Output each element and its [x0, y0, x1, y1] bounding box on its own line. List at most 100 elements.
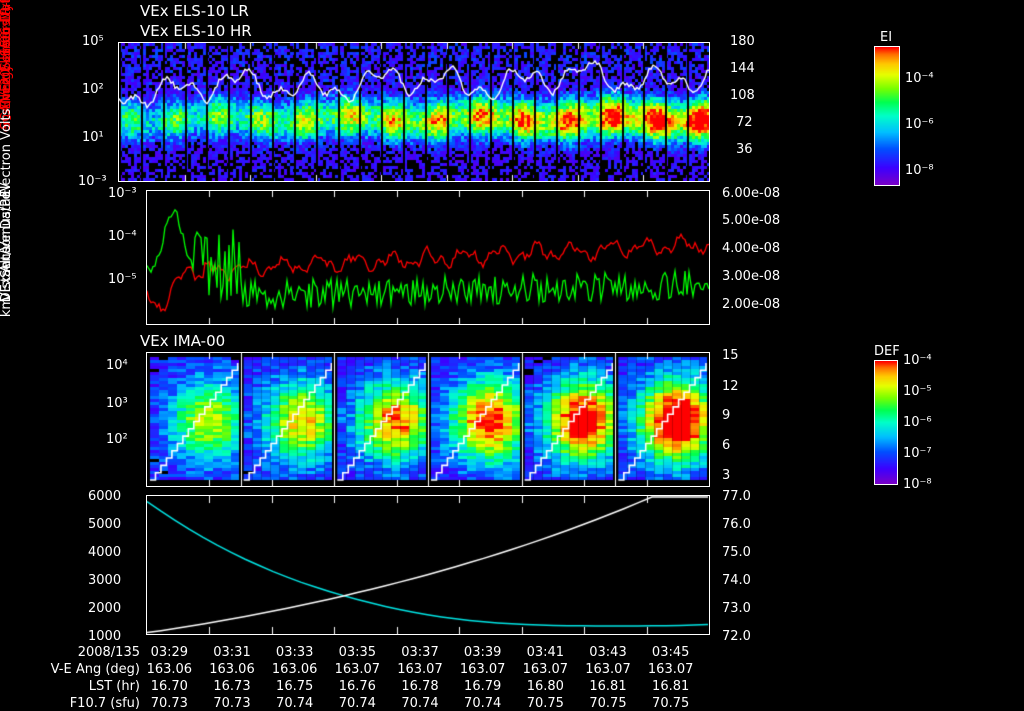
panel4-ytick-3: 3000 — [88, 573, 122, 588]
bottom-row-label-2: F10.7 (sfu) — [69, 696, 140, 711]
bottom-row-1-value-8: 16.81 — [652, 679, 690, 694]
panel4-y2tick-5: 72.0 — [722, 629, 751, 644]
bottom-row-1-value-7: 16.81 — [589, 679, 627, 694]
ima-spectrogram-canvas — [147, 353, 709, 486]
time-axis-tick-6: 03:41 — [526, 645, 565, 660]
panel1-title-lr: VEx ELS-10 LR — [140, 2, 249, 20]
time-axis-tick-5: 03:39 — [463, 645, 502, 660]
panel1-ytick-0: 10⁵ — [82, 34, 104, 49]
bottom-row-1-value-0: 16.70 — [150, 679, 188, 694]
panel3-cbtick-1: 10⁻⁵ — [903, 384, 932, 399]
panel4-y2tick-0: 77.0 — [722, 489, 751, 504]
bottom-row-0-value-1: 163.06 — [209, 662, 255, 677]
panel1-title-hr: VEx ELS-10 HR — [140, 22, 252, 40]
panel1-colorbar-gradient — [875, 47, 899, 185]
panel3-y2tick-4: 3 — [722, 468, 731, 483]
panel-els-spectrogram — [118, 42, 710, 182]
bottom-row-0-value-2: 163.06 — [271, 662, 318, 677]
els-spectrogram-canvas — [119, 43, 709, 181]
time-axis-tick-4: 03:37 — [401, 645, 439, 660]
panel4-left-title-3: km — [0, 296, 14, 318]
panel3-cbtick-0: 10⁻⁴ — [903, 353, 932, 368]
panel3-y2tick-0: 15 — [722, 348, 739, 363]
time-axis-tick-7: 03:43 — [589, 645, 627, 660]
panel-energy-intensity-bfield — [146, 190, 710, 325]
bottom-row-2-value-6: 70.75 — [526, 696, 564, 711]
panel2-y2tick-3: 3.00e-08 — [722, 269, 781, 284]
panel3-title: VEx IMA-00 — [140, 332, 226, 350]
panel4-y2tick-4: 73.0 — [722, 601, 751, 616]
panel4-y2tick-1: 76.0 — [722, 517, 751, 532]
bottom-row-0-value-4: 163.07 — [397, 662, 443, 677]
panel2-ytick-1: 10⁻⁴ — [108, 229, 137, 244]
panel3-cbtick-4: 10⁻⁸ — [903, 477, 932, 492]
panel3-ytick-1: 10³ — [106, 396, 128, 411]
bottom-row-2-value-1: 70.73 — [213, 696, 251, 711]
panel3-cbtick-2: 10⁻⁶ — [903, 415, 932, 430]
bottom-row-2-value-2: 70.74 — [276, 696, 314, 711]
panel1-y2tick-3: 72 — [736, 115, 753, 130]
bottom-row-0-value-3: 163.07 — [334, 662, 381, 677]
bottom-row-1-value-3: 16.76 — [338, 679, 376, 694]
bottom-row-2-value-5: 70.74 — [464, 696, 502, 711]
bottom-row-2-value-8: 70.75 — [652, 696, 690, 711]
bottom-row-2-value-0: 70.73 — [150, 696, 188, 711]
time-axis-tick-1: 03:31 — [213, 645, 251, 660]
panel4-ytick-2: 4000 — [88, 545, 122, 560]
panel3-ytick-2: 10² — [106, 432, 128, 447]
panel2-y2tick-0: 6.00e-08 — [722, 186, 781, 201]
panel2-y2tick-2: 4.00e-08 — [722, 241, 781, 256]
panel1-colorbar — [874, 46, 900, 186]
bottom-row-2-value-3: 70.74 — [338, 696, 376, 711]
bottom-row-1-value-2: 16.75 — [276, 679, 314, 694]
time-axis-date-label: 2008/135 — [77, 645, 140, 660]
panel4-y2tick-3: 74.0 — [722, 573, 751, 588]
panel4-ytick-5: 1000 — [88, 629, 122, 644]
bottom-row-0-value-7: 163.07 — [585, 662, 631, 677]
bottom-row-1-value-1: 16.73 — [213, 679, 251, 694]
panel4-ytick-0: 6000 — [88, 489, 122, 504]
panel3-ytick-0: 10⁴ — [106, 358, 128, 373]
altitude-sza-canvas — [147, 496, 709, 634]
panel3-y2tick-3: 6 — [722, 438, 731, 453]
bottom-row-0-value-0: 163.06 — [146, 662, 193, 677]
panel1-colorbar-title: EI — [880, 30, 893, 45]
panel4-ytick-4: 2000 — [88, 601, 122, 616]
bottom-row-0-value-6: 163.07 — [522, 662, 569, 677]
panel3-colorbar — [874, 360, 898, 485]
panel1-y2tick-0: 180 — [730, 34, 755, 49]
panel3-colorbar-gradient — [875, 361, 897, 484]
bottom-row-label-1: LST (hr) — [88, 679, 140, 694]
panel4-y2tick-2: 75.0 — [722, 545, 751, 560]
panel1-ytick-3: 10⁻³ — [78, 174, 107, 189]
bottom-row-1-value-5: 16.79 — [464, 679, 502, 694]
panel4-ytick-1: 5000 — [88, 517, 122, 532]
panel2-ytick-0: 10⁻³ — [108, 186, 137, 201]
panel3-colorbar-title: DEF — [874, 344, 900, 359]
panel-altitude-sza — [146, 495, 710, 635]
panel1-ytick-1: 10² — [82, 82, 104, 97]
bottom-row-0-value-5: 163.07 — [459, 662, 506, 677]
panel1-ytick-2: 10¹ — [82, 130, 104, 145]
panel1-y2tick-2: 108 — [730, 88, 755, 103]
panel1-y2tick-4: 36 — [736, 142, 753, 157]
time-axis-tick-0: 03:29 — [150, 645, 189, 660]
bottom-row-label-0: V-E Ang (deg) — [50, 662, 140, 677]
time-axis-tick-3: 03:35 — [338, 645, 377, 660]
panel2-ytick-2: 10⁻⁵ — [108, 272, 137, 287]
panel1-cbtick-0: 10⁻⁴ — [905, 71, 934, 86]
intensity-bfield-canvas — [147, 191, 709, 324]
bottom-row-0-value-8: 163.07 — [647, 662, 694, 677]
panel1-cbtick-2: 10⁻⁸ — [905, 163, 934, 178]
panel1-cbtick-1: 10⁻⁶ — [905, 117, 934, 132]
panel3-y2tick-2: 9 — [722, 408, 731, 423]
panel2-y2tick-1: 5.00e-08 — [722, 213, 781, 228]
panel1-y2tick-1: 144 — [730, 61, 755, 76]
time-axis-tick-8: 03:45 — [651, 645, 690, 660]
bottom-row-1-value-4: 16.78 — [401, 679, 439, 694]
bottom-row-2-value-4: 70.74 — [401, 696, 439, 711]
bottom-row-1-value-6: 16.80 — [526, 679, 564, 694]
panel3-y2tick-1: 12 — [722, 379, 739, 394]
panel-ima-spectrogram — [146, 352, 710, 487]
